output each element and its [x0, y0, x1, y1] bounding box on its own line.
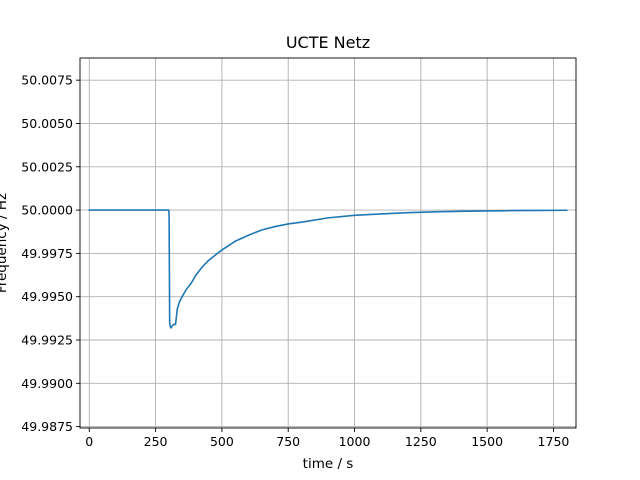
y-tick-label: 49.9900: [21, 376, 73, 391]
y-tick-label: 50.0075: [21, 73, 73, 88]
x-tick-label: 1250: [405, 434, 437, 449]
x-axis-label: time / s: [303, 456, 354, 472]
plot-frame: [79, 57, 577, 429]
y-tick-label: 50.0025: [21, 159, 73, 174]
x-tick-label: 750: [276, 434, 300, 449]
x-tick-label: 1000: [339, 434, 371, 449]
x-tick-label: 0: [85, 434, 93, 449]
y-tick-label: 49.9975: [21, 246, 73, 261]
x-tick-label: 250: [144, 434, 168, 449]
y-tick-label: 49.9950: [21, 289, 73, 304]
x-tick-label: 500: [210, 434, 234, 449]
y-axis-label: Frequency / Hz: [0, 193, 10, 293]
series-line: [88, 209, 568, 329]
x-tick-label: 1500: [471, 434, 503, 449]
y-tick-label: 49.9925: [21, 333, 73, 348]
chart-title: UCTE Netz: [286, 33, 370, 52]
y-tick-label: 50.0000: [21, 203, 73, 218]
series-layer: [88, 209, 568, 329]
y-tick-label: 50.0050: [21, 116, 73, 131]
tick-layer: 0 250 500 750 1000 1250 1500 1750 49.9875 49.9900…: [21, 73, 569, 449]
x-tick-label: 1750: [538, 434, 570, 449]
y-tick-label: 49.9875: [21, 419, 73, 434]
